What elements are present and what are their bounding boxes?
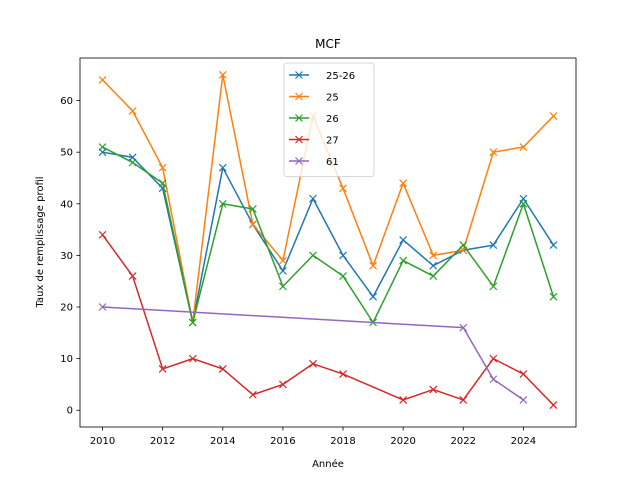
data-point-26-2025 — [549, 292, 558, 301]
axes: 2010 2012 2014 2016 2018 2020 2022 2024 0 10 20 30 4… — [60, 57, 577, 447]
data-point-27-2011 — [128, 272, 137, 280]
data-point-26-2023 — [489, 282, 498, 291]
y-tick-label-20: 20 — [60, 303, 73, 314]
data-point-27-2024 — [519, 370, 528, 379]
y-tick-label-50: 50 — [60, 148, 73, 159]
data-point-25-26-2019 — [369, 292, 378, 301]
x-tick-label-2012: 2012 — [150, 436, 175, 447]
data-point-61-2022 — [459, 323, 468, 332]
legend-entry-25: 25 — [289, 93, 339, 104]
data-point-25-26-2016 — [278, 266, 287, 275]
data-point-26-2012 — [158, 179, 167, 188]
data-point-25-2010 — [98, 76, 107, 84]
data-point-27-2022 — [459, 395, 468, 404]
data-point-26-2014 — [218, 199, 227, 208]
data-point-25-2019 — [369, 261, 378, 270]
x-tick-label-2020: 2020 — [390, 436, 415, 447]
data-point-27-2012 — [158, 365, 167, 373]
data-point-26-2018 — [339, 272, 347, 280]
legend-label-26: 26 — [326, 114, 339, 125]
data-point-26-2011 — [128, 158, 137, 167]
data-point-26-2010 — [98, 143, 107, 151]
data-point-27-2014 — [218, 365, 227, 373]
data-point-25-2014 — [218, 70, 227, 79]
y-tick-label-10: 10 — [60, 354, 73, 365]
data-point-27-2010 — [98, 230, 107, 239]
legend-entry-26: 26 — [289, 114, 339, 125]
x-tick-label-2014: 2014 — [210, 436, 235, 447]
data-point-25-26-2018 — [339, 251, 347, 260]
legend-box — [283, 62, 375, 177]
y-axis-label: Taux de remplissage profil — [35, 176, 46, 308]
data-point-25-2011 — [128, 106, 137, 115]
y-tick-label-40: 40 — [60, 199, 73, 210]
data-point-27-2025 — [549, 401, 558, 409]
data-point-26-2020 — [399, 256, 408, 265]
data-point-25-26-2023 — [489, 241, 498, 250]
x-tick-label-2010: 2010 — [90, 436, 115, 447]
legend-marker-26 — [295, 114, 303, 122]
data-point-25-26-2017 — [309, 194, 317, 203]
x-axis-label: Année — [312, 458, 344, 470]
legend-label-25: 25 — [326, 93, 339, 104]
x-tick-label-2018: 2018 — [330, 436, 355, 447]
x-tick-label-2024: 2024 — [511, 436, 536, 447]
legend-marker-61 — [295, 157, 303, 165]
data-point-27-2015 — [248, 390, 257, 399]
data-point-25-2025 — [549, 112, 558, 120]
legend-entry-27: 27 — [289, 136, 339, 147]
data-point-27-2018 — [339, 370, 347, 379]
data-point-26-2016 — [278, 282, 287, 291]
y-tick-label-30: 30 — [60, 251, 73, 262]
legend-label-25-26: 25-26 — [326, 71, 355, 82]
data-point-27-2021 — [429, 385, 438, 394]
y-tick-label-60: 60 — [60, 96, 73, 107]
data-point-25-2016 — [278, 256, 287, 265]
legend-entry-61: 61 — [289, 157, 339, 168]
data-point-25-2015 — [248, 220, 257, 229]
data-point-26-2022 — [459, 241, 468, 250]
data-point-25-26-2014 — [218, 163, 227, 172]
data-point-26-2024 — [519, 199, 528, 208]
data-point-25-2021 — [429, 251, 438, 260]
data-point-61-2010 — [98, 303, 107, 311]
x-tick-label-2016: 2016 — [270, 436, 295, 447]
data-point-25-2018 — [339, 184, 347, 193]
legend-marker-25 — [295, 92, 303, 101]
data-point-25-26-2021 — [429, 261, 438, 270]
data-point-27-2017 — [309, 359, 317, 368]
data-point-25-2023 — [489, 148, 498, 157]
data-point-27-2013 — [188, 354, 197, 363]
data-point-61-2024 — [519, 395, 528, 404]
data-point-26-2021 — [429, 272, 438, 280]
legend-marker-25-26 — [295, 71, 303, 79]
data-point-25-2020 — [399, 179, 408, 188]
axes-frame — [79, 57, 577, 428]
series-line-61 — [101, 306, 525, 401]
series-line-26 — [101, 146, 555, 324]
data-point-27-2020 — [399, 395, 408, 404]
data-point-26-2013 — [188, 318, 197, 327]
legend-marker-27 — [295, 135, 303, 144]
series-27 — [98, 230, 558, 409]
legend-entry-25-26: 25-26 — [289, 71, 355, 82]
series-26 — [98, 143, 558, 327]
data-point-27-2023 — [489, 354, 498, 363]
y-tick-label-0: 0 — [67, 406, 73, 417]
legend-label-27: 27 — [326, 136, 339, 147]
data-point-25-26-2020 — [399, 235, 408, 244]
data-point-61-2023 — [489, 375, 498, 384]
legend: 25-26 25 26 27 61 — [283, 62, 375, 177]
chart-title: MCF — [315, 37, 341, 51]
data-point-26-2017 — [309, 251, 317, 260]
x-tick-label-2022: 2022 — [451, 436, 476, 447]
data-point-25-2024 — [519, 143, 528, 151]
data-point-25-26-2025 — [549, 241, 558, 250]
data-point-25-2012 — [158, 163, 167, 172]
legend-label-61: 61 — [326, 157, 339, 168]
series-61 — [98, 303, 528, 404]
data-point-27-2016 — [278, 380, 287, 389]
data-point-26-2015 — [248, 205, 257, 213]
